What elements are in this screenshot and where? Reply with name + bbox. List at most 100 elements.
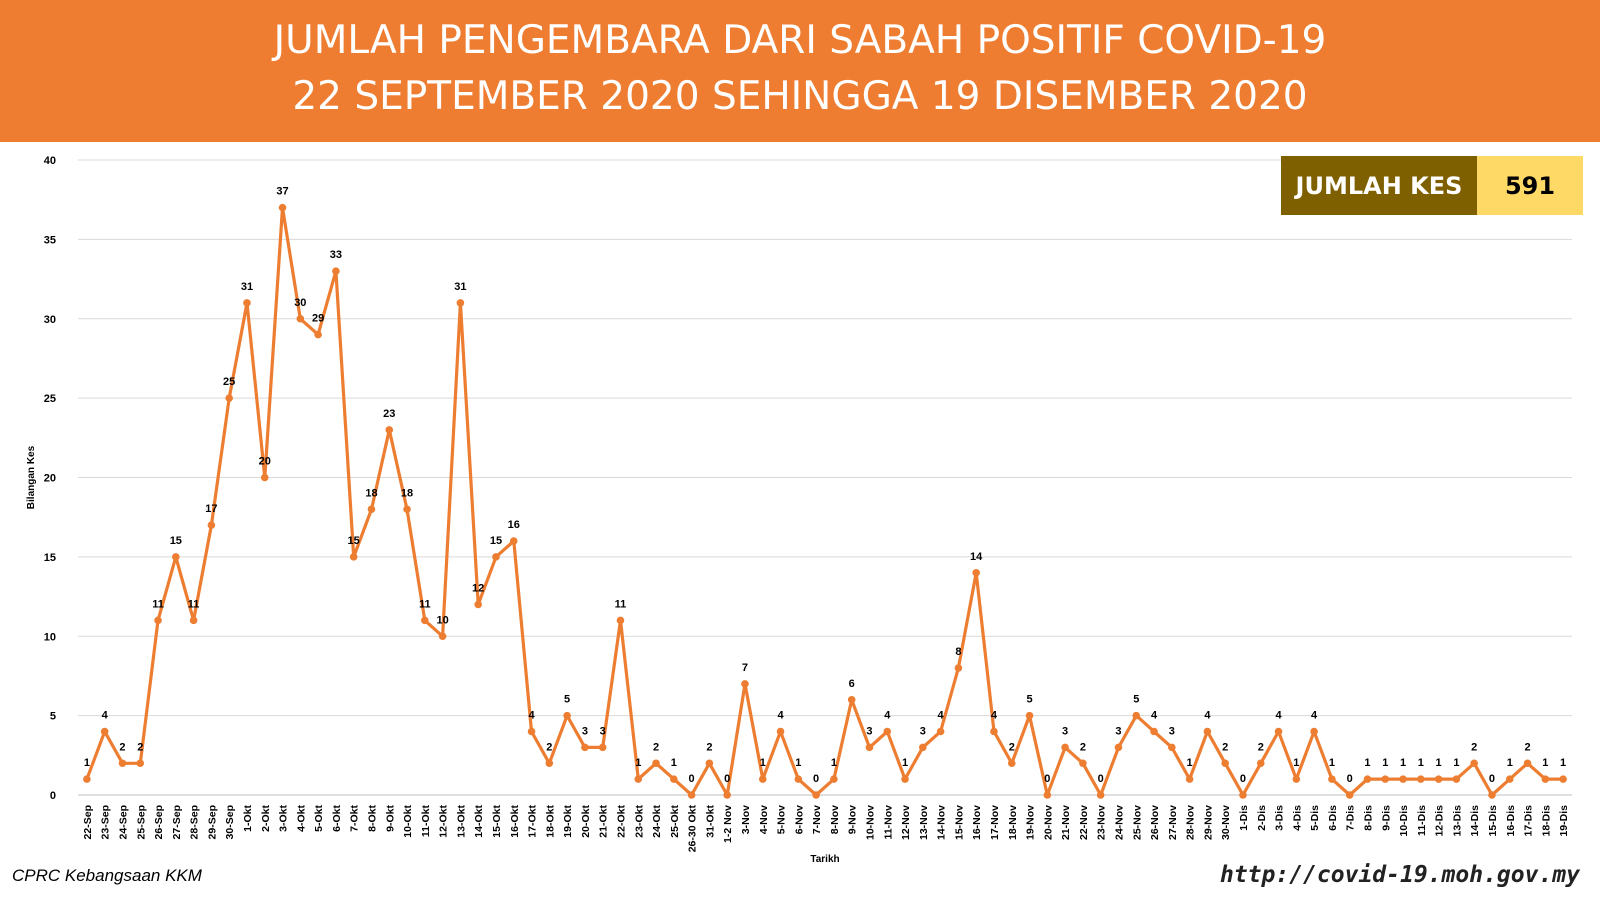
x-tick-label: 23-Sep	[100, 805, 112, 839]
x-tick-label: 2-Okt	[260, 805, 272, 832]
data-point	[509, 537, 518, 545]
data-point	[1256, 759, 1265, 768]
x-tick-label: 9-Okt	[384, 805, 396, 832]
x-tick-label: 26-Nov	[1149, 805, 1161, 840]
data-label: 15	[170, 535, 182, 547]
data-point	[901, 775, 909, 783]
data-point	[1150, 727, 1158, 736]
x-tick-label: 14-Dis	[1469, 805, 1481, 837]
data-point	[1541, 775, 1550, 783]
data-label: 1	[1187, 757, 1193, 769]
x-tick-label: 3-Okt	[278, 805, 290, 832]
y-tick-label: 20	[44, 473, 56, 485]
data-point	[1559, 775, 1567, 783]
x-tick-label: 15-Nov	[953, 805, 965, 840]
data-label: 2	[706, 741, 712, 753]
x-axis-label: Tarikh	[810, 854, 839, 864]
y-tick-label: 40	[44, 155, 56, 167]
x-tick-label: 19-Okt	[562, 805, 574, 838]
data-points	[83, 203, 1567, 799]
x-tick-label: 24-Sep	[117, 805, 129, 839]
source-url[interactable]: http://covid-19.moh.gov.my	[1219, 862, 1580, 888]
x-tick-label: 26-Sep	[153, 805, 165, 839]
data-point	[172, 553, 180, 561]
data-label: 0	[1489, 773, 1495, 785]
data-label: 0	[813, 773, 819, 785]
data-point	[207, 521, 216, 529]
data-point	[936, 727, 945, 736]
x-tick-label: 24-Nov	[1113, 805, 1125, 840]
data-label: 2	[1222, 741, 1228, 753]
data-label: 4	[991, 710, 998, 722]
x-tick-label: 30-Sep	[224, 805, 236, 839]
x-tick-label: 21-Nov	[1060, 805, 1072, 840]
x-tick-label: 13-Dis	[1451, 805, 1463, 837]
x-tick-label: 1-Dis	[1238, 805, 1250, 831]
data-label: 0	[689, 773, 695, 785]
data-point	[118, 759, 127, 768]
y-tick-label: 25	[44, 393, 56, 405]
data-label: 1	[1364, 757, 1370, 769]
x-tick-label: 5-Okt	[313, 805, 325, 832]
data-label: 15	[490, 535, 502, 547]
data-point	[403, 505, 411, 514]
data-label: 1	[831, 757, 837, 769]
data-label: 3	[866, 725, 872, 737]
data-label: 4	[1151, 710, 1158, 722]
data-point	[1417, 775, 1425, 783]
data-label: 18	[401, 487, 413, 499]
data-label: 2	[1258, 741, 1264, 753]
data-label: 0	[1098, 773, 1104, 785]
x-tick-label: 4-Dis	[1291, 805, 1303, 831]
x-tick-label: 5-Dis	[1309, 805, 1321, 831]
data-label: 4	[1311, 710, 1318, 722]
x-tick-label: 1-Okt	[242, 805, 254, 832]
data-labels: 142 2111511172531203730293315182318111031…	[84, 186, 1566, 785]
data-label: 1	[1507, 757, 1513, 769]
x-tick-label: 8-Dis	[1362, 805, 1374, 831]
data-label: 20	[259, 456, 271, 468]
source-credit: CPRC Kebangsaan KKM	[12, 866, 202, 885]
data-point	[1096, 791, 1105, 799]
x-tick-label: 3-Dis	[1274, 805, 1286, 831]
x-tick-label: 20-Okt	[580, 805, 592, 838]
data-point	[1185, 775, 1194, 783]
x-tick-label: 22-Sep	[82, 805, 94, 839]
data-point	[919, 743, 927, 752]
x-tick-label: 8-Nov	[829, 805, 841, 834]
data-point	[492, 553, 500, 561]
data-point	[243, 299, 251, 307]
x-tick-label: 20-Nov	[1042, 805, 1054, 840]
x-tick-label: 7-Dis	[1345, 805, 1357, 831]
data-point	[456, 299, 465, 307]
data-point	[189, 616, 198, 625]
x-tick-label: 26-30 Okt	[687, 805, 699, 853]
data-label: 31	[241, 281, 253, 293]
data-label: 1	[1400, 757, 1406, 769]
x-tick-label: 27-Nov	[1167, 805, 1179, 840]
data-label: 3	[1169, 725, 1175, 737]
data-label: 1	[1453, 757, 1459, 769]
total-cases-box: JUMLAH KES 591	[1281, 156, 1583, 215]
x-tick-label: 17-Okt	[527, 805, 539, 838]
data-label: 2	[653, 741, 659, 753]
data-point	[1434, 775, 1443, 783]
x-tick-label: 7-Nov	[811, 805, 823, 834]
data-label: 1	[1560, 757, 1566, 769]
data-point	[830, 775, 838, 783]
data-point	[1488, 791, 1496, 799]
data-label: 1	[902, 757, 908, 769]
data-label: 4	[102, 710, 109, 722]
data-point	[1043, 791, 1052, 799]
data-label: 8	[955, 646, 961, 658]
data-point	[812, 791, 820, 799]
data-label: 2	[119, 741, 125, 753]
title-banner: JUMLAH PENGEMBARA DARI SABAH POSITIF COV…	[0, 0, 1600, 142]
data-point	[972, 568, 980, 577]
data-label: 33	[330, 249, 342, 261]
x-tick-label: 13-Nov	[918, 805, 930, 840]
x-tick-label: 9-Nov	[847, 805, 859, 834]
data-point	[652, 759, 660, 768]
data-label: 3	[1115, 725, 1121, 737]
data-label: 1	[1293, 757, 1299, 769]
